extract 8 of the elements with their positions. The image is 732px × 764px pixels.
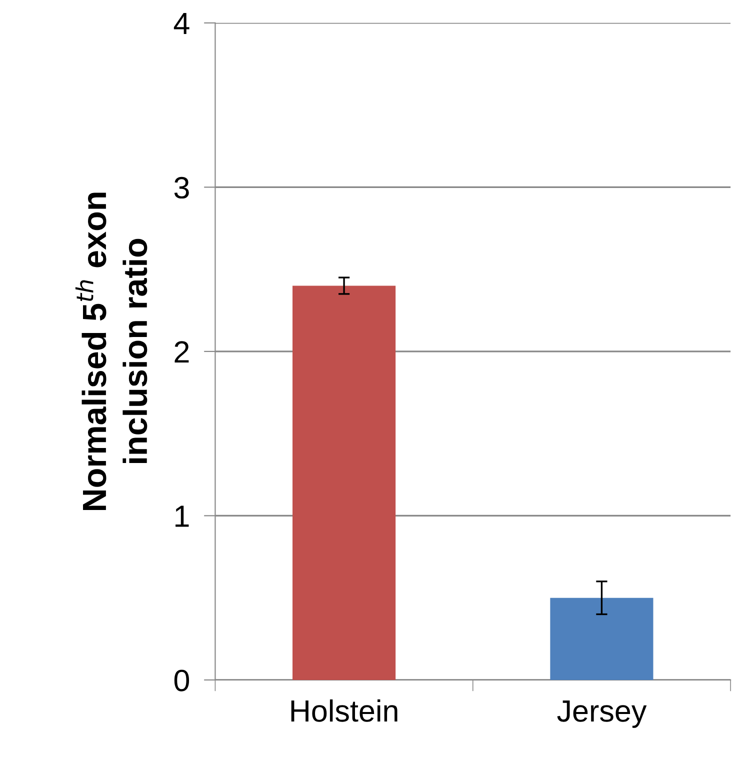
- y-tick-label: 3: [174, 176, 189, 199]
- y-tick-label: 1: [176, 506, 189, 527]
- y-tick-label: 0: [174, 670, 190, 692]
- y-axis-title: Normalised 5$^{th}$ exon inclusion ratio: [75, 192, 148, 510]
- x-tick-label: Jersey: [557, 700, 647, 728]
- x-tick-label: Holstein: [291, 699, 398, 722]
- y-tick-label: 4: [174, 12, 190, 34]
- y-tick-label: 2: [174, 341, 189, 363]
